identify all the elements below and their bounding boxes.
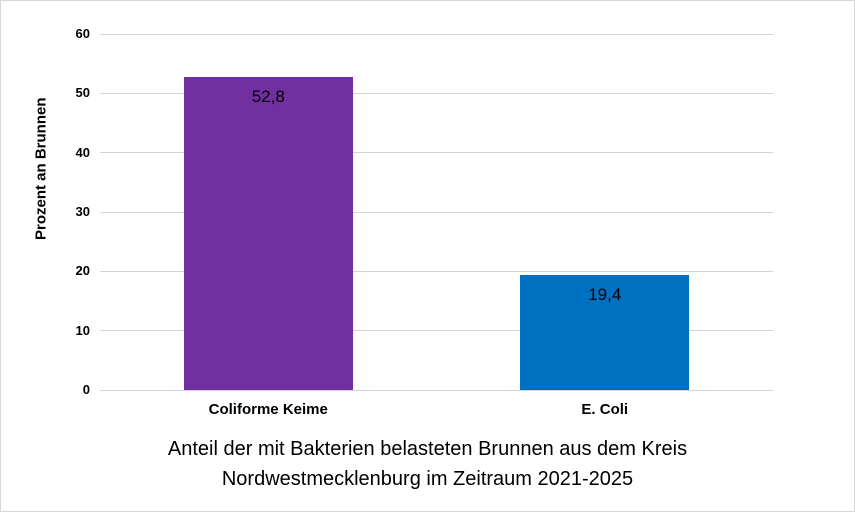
bar-value-label: 19,4: [588, 284, 622, 304]
y-tick-label-0: 0: [82, 382, 90, 397]
y-tick-label-10: 10: [75, 322, 90, 338]
bar-e-coli: 19,4: [520, 274, 690, 390]
chart-title-line-2: Nordwestmecklenburg im Zeitraum 2021-202…: [221, 468, 634, 490]
gridline-y-50: [100, 92, 773, 94]
bar-value-label: 52,8: [251, 86, 285, 106]
plot-area: 52,8 19,4: [100, 33, 773, 391]
gridline-y-10: [100, 330, 773, 332]
gridline-y-40: [100, 152, 773, 154]
bar-coliforme-keime: 52,8: [183, 76, 353, 390]
y-tick-label-20: 20: [75, 263, 90, 279]
gridline-y-60: [100, 33, 773, 35]
category-label-2: E. Coli: [581, 401, 629, 418]
y-tick-label-40: 40: [75, 144, 90, 160]
gridline-y-0: [100, 389, 773, 391]
gridline-y-30: [100, 211, 773, 213]
y-tick-label-60: 60: [75, 26, 90, 41]
y-tick-label-30: 30: [75, 204, 90, 219]
chart-title: Anteil der mit Bakterien belasteten Brun…: [1, 434, 854, 494]
chart-title-line-1: Anteil der mit Bakterien belasteten Brun…: [167, 438, 688, 460]
y-tick-label-50: 50: [75, 85, 90, 101]
category-label-1: Coliforme Keime: [208, 401, 328, 418]
gridline-y-20: [100, 270, 773, 272]
